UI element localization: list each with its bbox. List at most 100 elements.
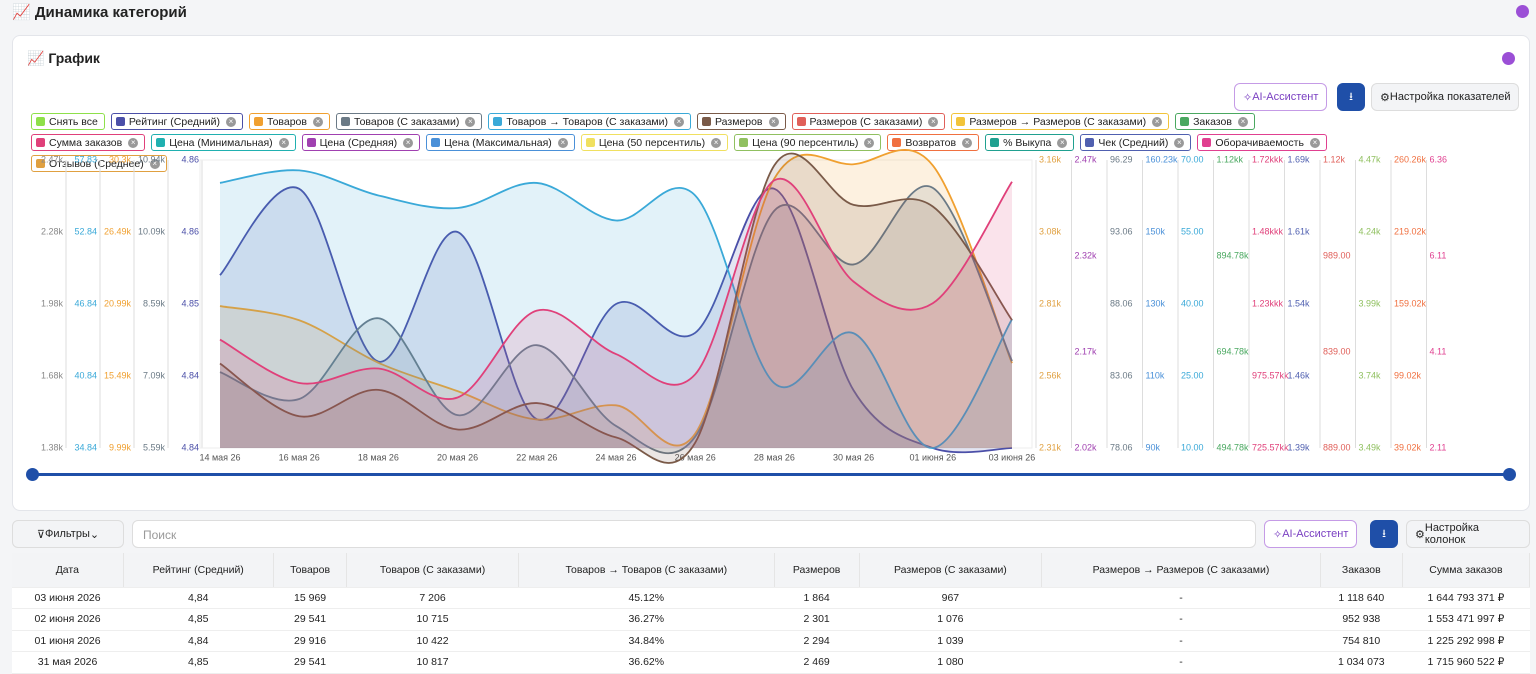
legend-chip[interactable]: Рейтинг (Средний) × <box>110 113 243 130</box>
remove-icon[interactable]: × <box>1309 137 1320 148</box>
search-input[interactable]: Поиск <box>132 520 1256 548</box>
axis-tick-label: 1.68k <box>41 370 64 380</box>
legend-label: Размеров <box>715 115 763 128</box>
table-cell: 754 810 <box>1320 630 1403 652</box>
axis-tick-label: 93.06 <box>1110 226 1133 236</box>
button-text: Настройка колонок <box>1424 522 1480 546</box>
axis-tick-label: 1.12kk <box>1217 154 1244 164</box>
remove-icon[interactable]: × <box>674 116 684 127</box>
legend-chip[interactable]: Отзывов (Среднее) × <box>31 155 167 172</box>
range-slider[interactable] <box>33 473 1510 476</box>
legend-chip[interactable]: Заказов × <box>1175 113 1255 130</box>
column-header: Рейтинг (Средний) <box>123 553 274 588</box>
legend-label: Товаров <box>266 115 307 128</box>
column-header: Размеров → Размеров (С заказами) <box>1041 553 1321 588</box>
axis-tick-label: 57.83 <box>74 154 97 164</box>
remove-icon[interactable]: × <box>278 137 289 148</box>
axis-tick-label: 2.17k <box>1075 346 1098 356</box>
axis-tick-label: 10.00 <box>1181 442 1204 452</box>
page-title: 📈 Динамика категорий <box>12 4 187 21</box>
card-title-text: График <box>48 50 100 66</box>
remove-icon[interactable]: × <box>1057 137 1068 148</box>
legend-chip[interactable]: Возвратов × <box>887 134 980 151</box>
legend-label: Заказов <box>1193 115 1232 128</box>
legend-chip[interactable]: Цена (90 персентиль) × <box>734 134 882 151</box>
axis-tick-label: 39.02k <box>1394 442 1422 452</box>
remove-icon[interactable]: × <box>864 137 875 148</box>
remove-icon[interactable]: × <box>312 116 323 127</box>
legend-chip[interactable]: Товаров × <box>248 113 330 130</box>
axis-tick-label: 6.36 <box>1430 154 1448 164</box>
filters-button[interactable]: ⊽ Фильтры ⌄ <box>12 520 124 548</box>
axis-tick-label: 494.78k <box>1217 442 1250 452</box>
legend-swatch <box>493 117 503 126</box>
series-line <box>219 177 1013 400</box>
settings-button[interactable]: ⚙ Настройка показателей <box>1371 83 1520 111</box>
remove-icon[interactable]: × <box>962 137 973 148</box>
ai-button[interactable]: ✧ AI-Ассистент <box>1264 520 1358 548</box>
legend-chip[interactable]: Оборачиваемость × <box>1197 134 1327 151</box>
table-cell: 4,84 <box>123 630 274 652</box>
axis-tick-label: 46.84 <box>74 298 97 308</box>
columns-button[interactable]: ⚙ Настройка колонок <box>1406 520 1530 548</box>
collapse-button[interactable] <box>1502 52 1515 65</box>
header-row: Дата Рейтинг (Средний) Товаров Товаров (С з… <box>12 553 1531 588</box>
button-text: AI-Ассистент <box>1252 91 1319 103</box>
x-tick-label: 28 мая 26 <box>754 452 795 462</box>
axis-tick-label: 219.02k <box>1394 226 1427 236</box>
table-cell: 10 817 <box>346 651 519 674</box>
remove-icon[interactable]: × <box>557 137 568 148</box>
remove-icon[interactable]: × <box>1237 116 1248 127</box>
remove-icon[interactable]: × <box>711 137 722 148</box>
remove-icon[interactable]: × <box>149 158 160 169</box>
axis-tick-label: 839.00 <box>1323 346 1351 356</box>
axis-tick-label: 150k <box>1146 226 1166 236</box>
remove-icon[interactable]: × <box>928 116 939 127</box>
legend-chip[interactable]: Товаров → Товаров (С заказами) × <box>488 113 691 130</box>
remove-icon[interactable]: × <box>1174 137 1185 148</box>
legend-chip[interactable]: Снять все <box>31 113 105 130</box>
remove-icon[interactable]: × <box>1152 116 1163 127</box>
ai-button[interactable]: ✧ AI-Ассистент <box>1234 83 1328 111</box>
legend-chip[interactable]: Цена (50 персентиль) × <box>580 134 729 151</box>
legend-chip[interactable]: Товаров (С заказами) × <box>335 113 483 130</box>
axis-tick-label: 894.78k <box>1217 250 1250 260</box>
placeholder: Поиск <box>143 528 177 542</box>
axis-tick-label: 10.94k <box>138 154 166 164</box>
legend-chip[interactable]: % Выкупа × <box>985 134 1075 151</box>
remove-icon[interactable]: × <box>403 137 414 148</box>
axis-tick-label: 1.38k <box>41 442 64 452</box>
remove-icon[interactable]: × <box>225 116 236 127</box>
collapse-button[interactable] <box>1516 5 1529 18</box>
legend-swatch <box>36 159 45 168</box>
table-cell: 1 039 <box>859 630 1042 652</box>
remove-icon[interactable]: × <box>465 116 476 127</box>
table-cell: 31 мая 2026 <box>12 651 124 674</box>
slider-handle[interactable] <box>26 468 39 481</box>
x-tick-label: 20 мая 26 <box>437 452 478 462</box>
table-cell: 952 938 <box>1320 608 1403 631</box>
download-button[interactable]: ⭳ <box>1337 83 1365 111</box>
series-area <box>220 185 1012 454</box>
legend-chip[interactable]: Цена (Максимальная) × <box>426 134 575 151</box>
axis-tick-label: 90k <box>1146 442 1161 452</box>
remove-icon[interactable]: × <box>768 116 779 127</box>
legend-chip[interactable]: Размеров → Размеров (С заказами) × <box>951 113 1170 130</box>
legend-chip[interactable]: Чек (Средний) × <box>1080 134 1192 151</box>
legend-chip[interactable]: Сумма заказов × <box>31 134 146 151</box>
column-header: Сумма заказов <box>1402 553 1531 588</box>
x-tick-label: 26 мая 26 <box>675 452 716 462</box>
legend-chip[interactable]: Цена (Средняя) × <box>301 134 421 151</box>
legend-chip[interactable]: Размеров × <box>697 113 786 130</box>
legend-chip[interactable]: Цена (Минимальная) × <box>151 134 296 151</box>
axis-tick-label: 25.00 <box>1181 370 1204 380</box>
legend-swatch <box>1202 138 1212 147</box>
remove-icon[interactable]: × <box>128 137 139 148</box>
axis-tick-label: 2.47k <box>41 154 64 164</box>
slider-handle[interactable] <box>1503 468 1516 481</box>
legend-chip[interactable]: Размеров (С заказами) × <box>791 113 946 130</box>
download-button[interactable]: ⭳ <box>1370 520 1398 548</box>
table-cell: 10 422 <box>346 630 519 652</box>
button-text: AI-Ассистент <box>1282 528 1349 540</box>
x-tick-label: 24 мая 26 <box>595 452 636 462</box>
